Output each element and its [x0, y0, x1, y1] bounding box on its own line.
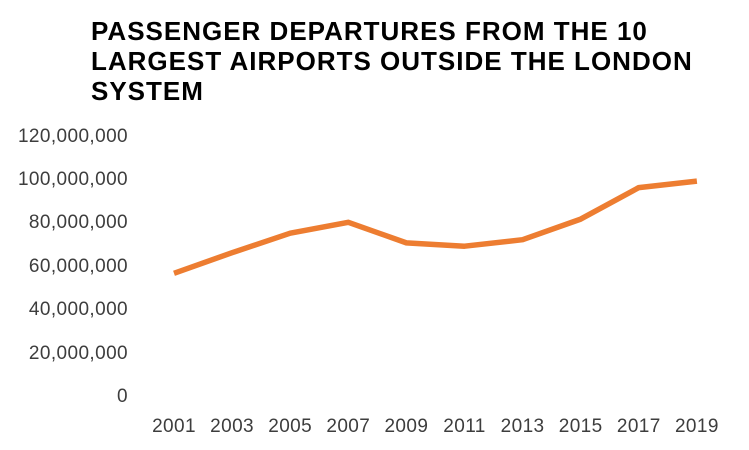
y-axis-tick-label: 80,000,000 — [28, 212, 128, 234]
y-axis-tick-label: 100,000,000 — [17, 169, 128, 190]
y-axis-tick-label: 40,000,000 — [28, 299, 128, 321]
x-axis-tick-label: 2009 — [384, 416, 429, 437]
chart-title-line-1: PASSENGER DEPARTURES FROM THE 10 — [91, 16, 648, 46]
x-axis-tick-label: 2017 — [616, 416, 661, 437]
y-axis-tick-label: 0 — [117, 386, 128, 407]
x-axis-tick-label: 2015 — [558, 416, 603, 437]
chart-title-line-2: LARGEST AIRPORTS OUTSIDE THE LONDON — [91, 46, 693, 76]
x-axis-tick-label: 2011 — [443, 416, 486, 437]
x-axis-tick-label: 2019 — [674, 416, 719, 437]
x-axis-tick-label: 2001 — [152, 416, 196, 437]
y-axis-tick-label: 60,000,000 — [28, 255, 128, 277]
y-axis-tick-label: 20,000,000 — [28, 342, 128, 364]
x-axis-tick-label: 2007 — [326, 416, 371, 437]
x-axis-tick-label: 2013 — [500, 416, 545, 437]
y-axis-tick-label: 120,000,000 — [17, 125, 128, 147]
x-axis-tick-label: 2003 — [210, 416, 255, 437]
passenger-departures-line — [173, 178, 698, 276]
chart-title-line-3: SYSTEM — [91, 76, 204, 106]
chart-title: PASSENGER DEPARTURES FROM THE 10 LARGEST… — [91, 16, 741, 106]
x-axis-tick-label: 2005 — [268, 416, 313, 437]
